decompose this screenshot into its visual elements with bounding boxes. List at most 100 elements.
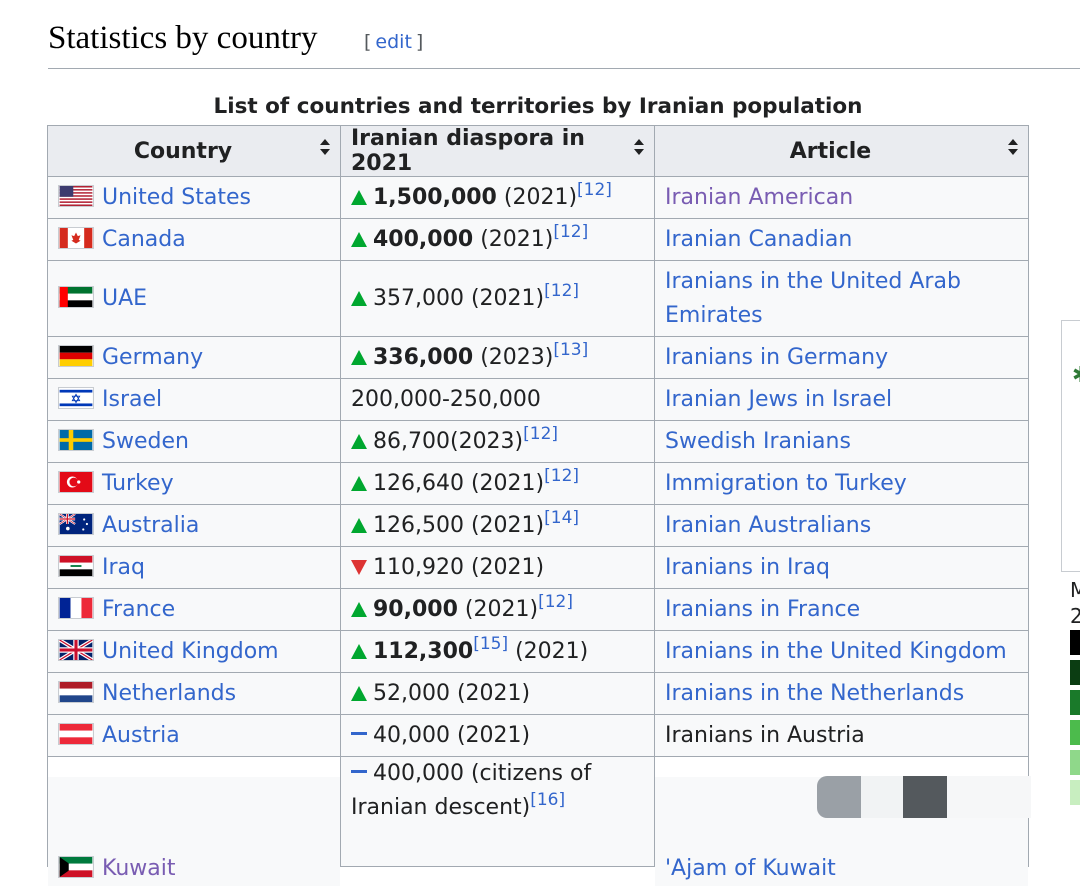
article-cell: Swedish Iranians <box>654 420 1029 463</box>
country-link[interactable]: UAE <box>102 285 148 311</box>
side-map-frame: ✱ <box>1061 320 1080 572</box>
legend-swatch <box>1070 660 1080 685</box>
population-year: (2021) <box>449 722 531 748</box>
reference-link[interactable]: [13] <box>553 339 589 360</box>
legend-swatch <box>1070 690 1080 715</box>
country-link[interactable]: Turkey <box>102 470 174 496</box>
reference-link[interactable]: [16] <box>530 790 566 810</box>
sort-icon[interactable] <box>1008 139 1018 155</box>
article-link[interactable]: 'Ajam of Kuwait <box>665 856 836 881</box>
population-year: (2021) <box>496 184 578 210</box>
country-link[interactable]: Germany <box>102 344 204 370</box>
country-cell: Australia <box>47 504 341 547</box>
population-year: (2023) <box>473 344 554 370</box>
population-year: (2023) <box>449 428 524 454</box>
reference-link[interactable]: [12] <box>523 423 559 444</box>
article-cell: Iranian Australians <box>654 504 1029 547</box>
diaspora-cell: 40,000 (2021) <box>340 714 655 757</box>
article-link[interactable]: Iranians in the United Kingdom <box>665 638 1007 664</box>
diaspora-cell: 112,300[15] (2021) <box>340 630 655 673</box>
article-link[interactable]: Iranian Jews in Israel <box>665 386 893 412</box>
population-value: 112,300 <box>373 638 474 664</box>
article-link[interactable]: Iranians in France <box>665 596 861 622</box>
us-flag-icon <box>58 184 94 207</box>
reference-link[interactable]: [12] <box>538 591 573 612</box>
article-link[interactable]: Iranian Canadian <box>665 226 853 252</box>
article-cell: Immigration to Turkey <box>654 462 1029 505</box>
reference-link[interactable]: [12] <box>544 280 580 301</box>
article-cell: Iranians in Iraq <box>654 546 1029 589</box>
sort-icon[interactable] <box>320 139 330 155</box>
edit-section-link[interactable]: edit <box>375 31 412 53</box>
country-cell: Germany <box>47 336 341 379</box>
kuwait-flag-icon <box>58 855 94 878</box>
diaspora-cell: 110,920 (2021) <box>340 546 655 589</box>
netherlands-flag-icon <box>58 680 94 703</box>
population-value: 110,920 <box>373 554 464 580</box>
country-cell: Turkey <box>47 462 341 505</box>
population-year: (2021) <box>457 596 539 622</box>
table-row: Austria 40,000 (2021) Iranians in Austria <box>47 714 1029 757</box>
population-year: (2021) <box>449 680 531 706</box>
country-link[interactable]: United Kingdom <box>102 638 279 664</box>
column-header-article[interactable]: Article <box>654 125 1029 177</box>
country-link[interactable]: Austria <box>102 722 180 748</box>
country-link[interactable]: Israel <box>102 386 163 412</box>
legend-swatch <box>1070 780 1080 805</box>
increase-arrow-icon <box>351 601 367 617</box>
france-flag-icon <box>58 596 94 619</box>
country-link[interactable]: Australia <box>102 512 200 538</box>
column-header-diaspora[interactable]: Iranian diaspora in 2021 <box>340 125 655 177</box>
population-value: 126,640 <box>373 470 464 496</box>
germany-flag-icon <box>58 344 94 367</box>
country-link[interactable]: United States <box>102 184 251 210</box>
country-cell: Kuwait <box>47 776 341 887</box>
country-link[interactable]: Canada <box>102 226 186 252</box>
sort-icon[interactable] <box>634 139 644 155</box>
diaspora-cell: 400,000 (2021)[12] <box>340 218 655 261</box>
reference-link[interactable]: [14] <box>544 507 580 528</box>
diaspora-cell: 1,500,000 (2021)[12] <box>340 176 655 219</box>
country-link[interactable]: France <box>102 596 176 622</box>
israel-flag-icon <box>58 386 94 409</box>
article-link[interactable]: Iranians in the United Arab Emirates <box>665 268 961 328</box>
table-row: Iraq 110,920 (2021) Iranians in Iraq <box>47 546 1029 589</box>
article-link[interactable]: Swedish Iranians <box>665 428 851 454</box>
watermark-block <box>947 776 1031 818</box>
iraq-flag-icon <box>58 554 94 577</box>
diaspora-cell: 126,640 (2021)[12] <box>340 462 655 505</box>
country-link[interactable]: Netherlands <box>102 680 237 706</box>
increase-arrow-icon <box>351 433 367 449</box>
reference-link[interactable]: [12] <box>553 221 589 242</box>
article-cell: Iranians in Austria <box>654 714 1029 757</box>
watermark-block <box>817 776 861 818</box>
article-link[interactable]: Immigration to Turkey <box>665 470 907 496</box>
canada-flag-icon <box>58 226 94 249</box>
country-cell: United States <box>47 176 341 219</box>
diaspora-cell: 52,000 (2021) <box>340 672 655 715</box>
population-year: (2021) <box>463 470 545 496</box>
population-value: 357,000 <box>373 285 464 311</box>
article-link[interactable]: Iranians in the Netherlands <box>665 680 965 706</box>
article-link[interactable]: Iranians in Germany <box>665 344 889 370</box>
article-link[interactable]: Iranians in Iraq <box>665 554 830 580</box>
column-header-country[interactable]: Country <box>47 125 341 177</box>
article-link[interactable]: Iranian Australians <box>665 512 872 538</box>
reference-link[interactable]: [15] <box>473 633 509 654</box>
table-caption: List of countries and territories by Ira… <box>213 94 863 119</box>
side-legend-text: 2 <box>1070 604 1080 628</box>
reference-link[interactable]: [12] <box>544 465 580 486</box>
steady-dash-icon <box>351 770 367 773</box>
diaspora-cell: 86,700(2023)[12] <box>340 420 655 463</box>
uk-flag-icon <box>58 637 94 662</box>
article-link[interactable]: Iranian American <box>665 184 854 210</box>
reference-link[interactable]: [12] <box>577 179 612 200</box>
population-year: (2021) <box>463 554 545 580</box>
country-link[interactable]: Iraq <box>102 554 145 580</box>
country-link[interactable]: Sweden <box>102 428 189 454</box>
country-cell: France <box>47 588 341 631</box>
table-row: Israel 200,000-250,000 Iranian Jews in Isr… <box>47 378 1029 421</box>
population-value: 90,000 <box>373 596 458 622</box>
table-row: United Kingdom 112,300[15] (2021) Iranians… <box>47 630 1029 673</box>
country-link[interactable]: Kuwait <box>102 856 176 881</box>
